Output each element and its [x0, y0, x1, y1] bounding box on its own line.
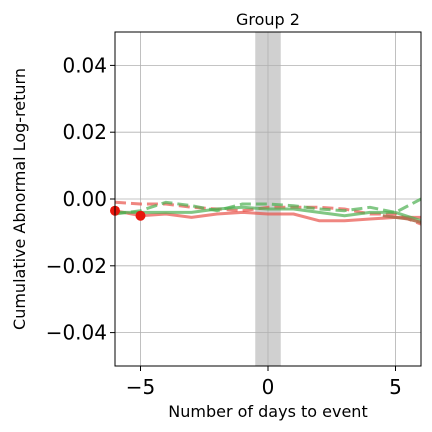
y-axis-title: Cumulative Abnormal Log-return [10, 68, 29, 330]
series-line-1 [115, 200, 421, 226]
series-line-2 [115, 205, 421, 223]
series-line-3 [115, 197, 421, 216]
event-band-rect [255, 32, 281, 366]
y-tick-label-0: −0.04 [46, 321, 107, 345]
series-group [115, 197, 421, 226]
x-tick-label-1: 0 [262, 375, 275, 399]
ticks-group: −5 0 5 −0.04 −0.02 0.00 0.02 0.04 [46, 53, 402, 399]
series-line-0 [115, 209, 421, 223]
x-tick-label-0: −5 [126, 375, 155, 399]
y-tick-label-4: 0.04 [62, 53, 107, 77]
series-line-4 [382, 214, 421, 224]
y-tick-label-2: 0.00 [62, 187, 107, 211]
y-tick-label-3: 0.02 [62, 120, 107, 144]
marker-1 [135, 210, 146, 221]
x-axis-title: Number of days to event [168, 402, 367, 421]
event-band [255, 32, 281, 366]
x-tick-label-2: 5 [389, 375, 402, 399]
chart-title: Group 2 [236, 10, 300, 29]
y-tick-label-1: −0.02 [46, 254, 107, 278]
